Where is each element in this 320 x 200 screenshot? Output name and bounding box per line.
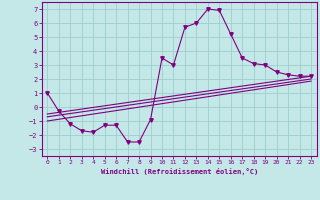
X-axis label: Windchill (Refroidissement éolien,°C): Windchill (Refroidissement éolien,°C) [100,168,258,175]
